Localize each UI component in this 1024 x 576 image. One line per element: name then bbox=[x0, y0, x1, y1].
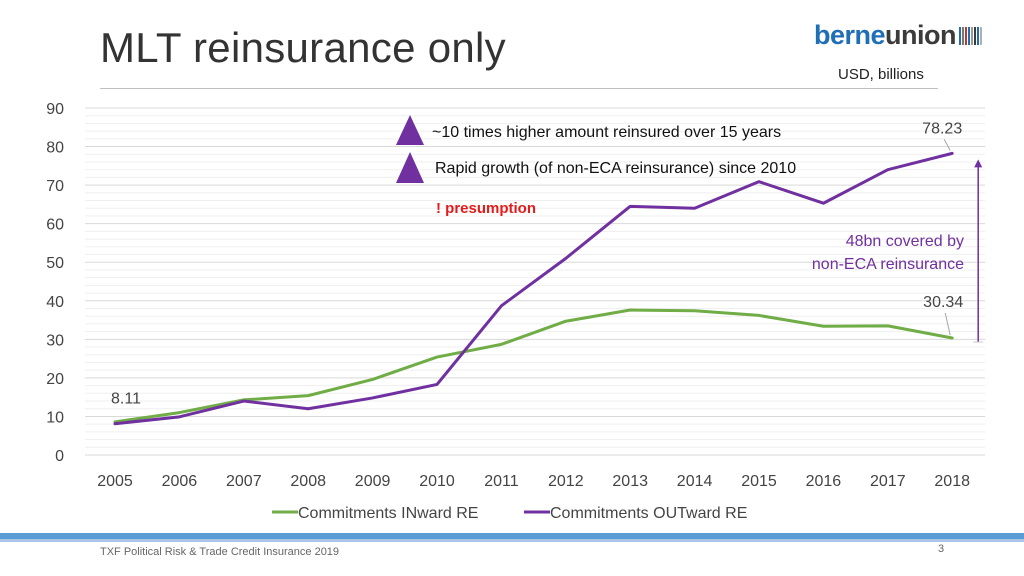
x-tick-label: 2005 bbox=[97, 473, 133, 490]
x-tick-label: 2011 bbox=[484, 473, 519, 490]
y-tick-label: 60 bbox=[46, 217, 64, 234]
logo-stripes-icon bbox=[959, 25, 983, 45]
presumption-label: ! presumption bbox=[436, 200, 536, 217]
y-tick-label: 20 bbox=[46, 371, 64, 388]
y-tick-label: 0 bbox=[55, 448, 64, 465]
x-axis-tick-labels: 2005 2006 2007 2008 2009 2010 2011 2012 2013 2014… bbox=[97, 473, 970, 490]
annotation-markers bbox=[396, 115, 424, 183]
x-tick-label: 2009 bbox=[355, 473, 391, 490]
page-number: 3 bbox=[938, 543, 945, 555]
covered-annotation: 48bn covered by non-ECA reinsurance bbox=[812, 230, 964, 276]
data-label-leader bbox=[943, 139, 951, 151]
x-tick-label: 2008 bbox=[290, 473, 326, 490]
footer-band-light bbox=[0, 539, 1024, 542]
y-tick-label: 10 bbox=[46, 409, 64, 426]
x-tick-label: 2017 bbox=[870, 473, 906, 490]
triangle-up-icon bbox=[396, 115, 424, 145]
y-axis-tick-labels: 0 10 20 30 40 50 60 70 80 90 bbox=[46, 101, 64, 465]
y-tick-label: 50 bbox=[46, 255, 64, 272]
slide-title: MLT reinsurance only bbox=[100, 24, 506, 71]
y-tick-label: 80 bbox=[46, 140, 64, 157]
title-divider bbox=[100, 88, 938, 89]
data-label-leader bbox=[944, 312, 951, 336]
footer-band bbox=[0, 533, 1024, 539]
series-line-outward bbox=[113, 151, 954, 426]
x-tick-label: 2016 bbox=[806, 473, 842, 490]
x-tick-label: 2012 bbox=[548, 473, 584, 490]
x-tick-label: 2018 bbox=[934, 473, 970, 490]
x-tick-label: 2006 bbox=[162, 473, 198, 490]
logo-text-berne: berne bbox=[814, 19, 886, 50]
data-label: 78.23 bbox=[922, 120, 962, 137]
unit-label: USD, billions bbox=[838, 66, 924, 83]
covered-line-2: non-ECA reinsurance bbox=[811, 256, 964, 273]
x-tick-label: 2010 bbox=[419, 473, 455, 490]
x-tick-label: 2014 bbox=[677, 473, 713, 490]
y-tick-label: 90 bbox=[46, 101, 64, 118]
x-tick-label: 2007 bbox=[226, 473, 262, 490]
footer-text: TXF Political Risk & Trade Credit Insura… bbox=[100, 546, 340, 558]
range-arrow bbox=[973, 159, 984, 343]
data-label: 8.11 bbox=[111, 391, 141, 408]
annotation-note-2: Rapid growth (of non-ECA reinsurance) si… bbox=[435, 160, 797, 177]
logo-text-union: union bbox=[885, 19, 957, 50]
chart-legend: Commitments INward RE Commitments OUTward… bbox=[272, 505, 747, 522]
annotation-note-1: ~10 times higher amount reinsured over 1… bbox=[432, 124, 782, 141]
chart-data-labels: 8.11 78.23 30.34 bbox=[111, 120, 963, 407]
chart-gridlines bbox=[85, 107, 985, 456]
chart-series-lines bbox=[113, 151, 954, 426]
covered-line-1: 48bn covered by bbox=[845, 233, 964, 250]
y-tick-label: 40 bbox=[46, 294, 64, 311]
y-tick-label: 30 bbox=[46, 332, 64, 349]
series-line-inward bbox=[113, 308, 954, 424]
data-label: 30.34 bbox=[923, 294, 963, 311]
range-arrow-head bbox=[974, 159, 983, 168]
legend-label: Commitments INward RE bbox=[298, 505, 478, 522]
y-tick-label: 70 bbox=[46, 178, 64, 195]
x-tick-label: 2015 bbox=[741, 473, 777, 490]
berneunion-logo: berne union bbox=[814, 18, 983, 52]
triangle-up-icon bbox=[396, 152, 424, 183]
legend-label: Commitments OUTward RE bbox=[550, 505, 747, 522]
x-tick-label: 2013 bbox=[612, 473, 648, 490]
